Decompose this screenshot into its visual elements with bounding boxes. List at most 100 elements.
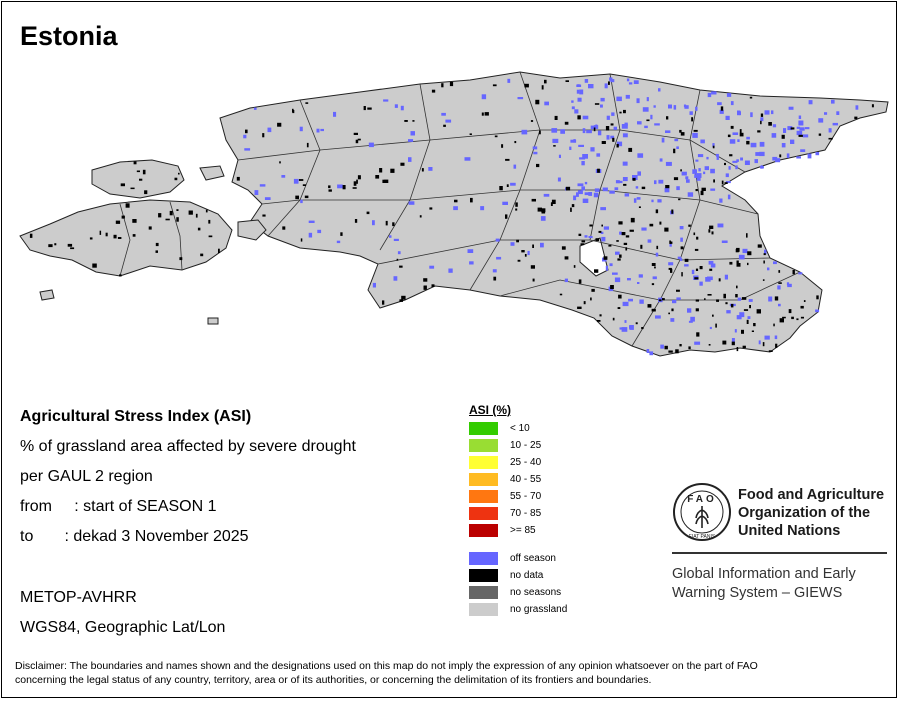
off-season-pixel (644, 125, 648, 129)
off-season-pixel (606, 115, 610, 120)
disclaimer: Disclaimer: The boundaries and names sho… (15, 659, 885, 687)
no-data-pixel (641, 327, 644, 330)
off-season-pixel (681, 171, 687, 176)
no-data-pixel (680, 246, 684, 250)
no-data-pixel (469, 133, 472, 135)
off-season-pixel (635, 186, 639, 189)
off-season-pixel (584, 79, 589, 83)
no-data-pixel (760, 120, 762, 125)
no-data-pixel (401, 295, 406, 300)
no-data-pixel (132, 219, 137, 223)
no-data-pixel (306, 142, 309, 148)
off-season-pixel (582, 198, 589, 203)
off-season-pixel (496, 256, 502, 260)
no-data-pixel (751, 330, 754, 332)
no-data-pixel (484, 112, 489, 116)
off-season-pixel (609, 77, 613, 81)
off-season-pixel (595, 124, 598, 129)
off-season-pixel (576, 192, 579, 197)
no-data-pixel (605, 126, 610, 131)
no-data-pixel (120, 183, 125, 187)
off-season-pixel (637, 171, 641, 176)
off-season-pixel (576, 89, 580, 94)
off-season-pixel (796, 126, 801, 129)
no-data-pixel (599, 314, 602, 317)
off-season-pixel (609, 263, 613, 267)
off-season-pixel (576, 84, 582, 87)
off-season-pixel (659, 158, 663, 162)
off-season-pixel (721, 240, 728, 243)
no-data-pixel (678, 198, 681, 201)
off-season-pixel (706, 156, 709, 160)
off-season-pixel (394, 104, 398, 108)
off-season-pixel (578, 144, 584, 147)
off-season-pixel (699, 281, 703, 286)
no-data-pixel (431, 284, 435, 287)
off-season-pixel (655, 315, 661, 319)
no-data-pixel (499, 186, 503, 191)
no-data-pixel (399, 265, 403, 268)
no-data-pixel (818, 133, 822, 136)
no-data-pixel (165, 218, 170, 221)
giews-line: Warning System – GIEWS (672, 585, 843, 601)
off-season-pixel (665, 130, 671, 133)
off-season-pixel (736, 159, 739, 162)
no-data-pixel (571, 204, 575, 208)
no-data-pixel (595, 238, 600, 242)
off-season-pixel (615, 180, 620, 184)
off-season-pixel (590, 125, 595, 130)
land-areas (19, 71, 889, 357)
no-data-pixel (671, 209, 674, 214)
no-data-pixel (668, 312, 670, 315)
off-season-pixel (532, 146, 538, 150)
no-data-pixel (630, 217, 635, 223)
legend-label: 55 - 70 (510, 491, 542, 502)
off-season-pixel (600, 97, 605, 102)
off-season-pixel (571, 100, 574, 103)
no-data-pixel (658, 299, 662, 302)
off-season-pixel (815, 309, 820, 313)
no-data-pixel (608, 81, 610, 85)
no-data-pixel (578, 233, 582, 236)
no-data-pixel (742, 345, 746, 349)
no-data-pixel (680, 169, 682, 172)
no-data-pixel (778, 270, 781, 273)
no-data-pixel (796, 318, 799, 321)
no-data-pixel (550, 202, 553, 206)
off-season-pixel (393, 276, 398, 281)
off-season-pixel (657, 199, 662, 203)
off-season-pixel (636, 197, 641, 200)
off-season-pixel (732, 160, 738, 163)
off-season-pixel (661, 137, 665, 143)
off-season-pixel (593, 192, 599, 198)
off-season-pixel (445, 119, 452, 123)
off-season-pixel (611, 112, 615, 116)
no-data-pixel (768, 350, 773, 352)
off-season-pixel (705, 277, 711, 282)
no-data-pixel (617, 307, 621, 309)
no-data-pixel (670, 268, 673, 273)
off-season-pixel (259, 184, 266, 187)
off-season-pixel (264, 197, 271, 200)
off-season-pixel (243, 134, 247, 139)
off-season-pixel (836, 111, 840, 115)
no-data-pixel (681, 272, 683, 277)
off-season-pixel (527, 250, 530, 256)
off-season-pixel (689, 111, 693, 115)
off-season-pixel (513, 164, 517, 169)
no-data-pixel (553, 145, 556, 147)
no-data-pixel (392, 222, 395, 227)
no-data-pixel (618, 221, 623, 225)
no-data-pixel (366, 211, 370, 215)
off-season-pixel (729, 139, 736, 144)
off-season-pixel (622, 301, 629, 307)
no-data-pixel (756, 309, 761, 314)
no-data-pixel (530, 120, 534, 122)
region-borders (119, 71, 801, 347)
projection-label: WGS84, Geographic Lat/Lon (20, 619, 226, 636)
no-data-pixel (749, 305, 751, 309)
off-season-pixel (646, 97, 649, 102)
off-season-pixel (724, 274, 728, 280)
off-season-pixel (507, 78, 511, 83)
